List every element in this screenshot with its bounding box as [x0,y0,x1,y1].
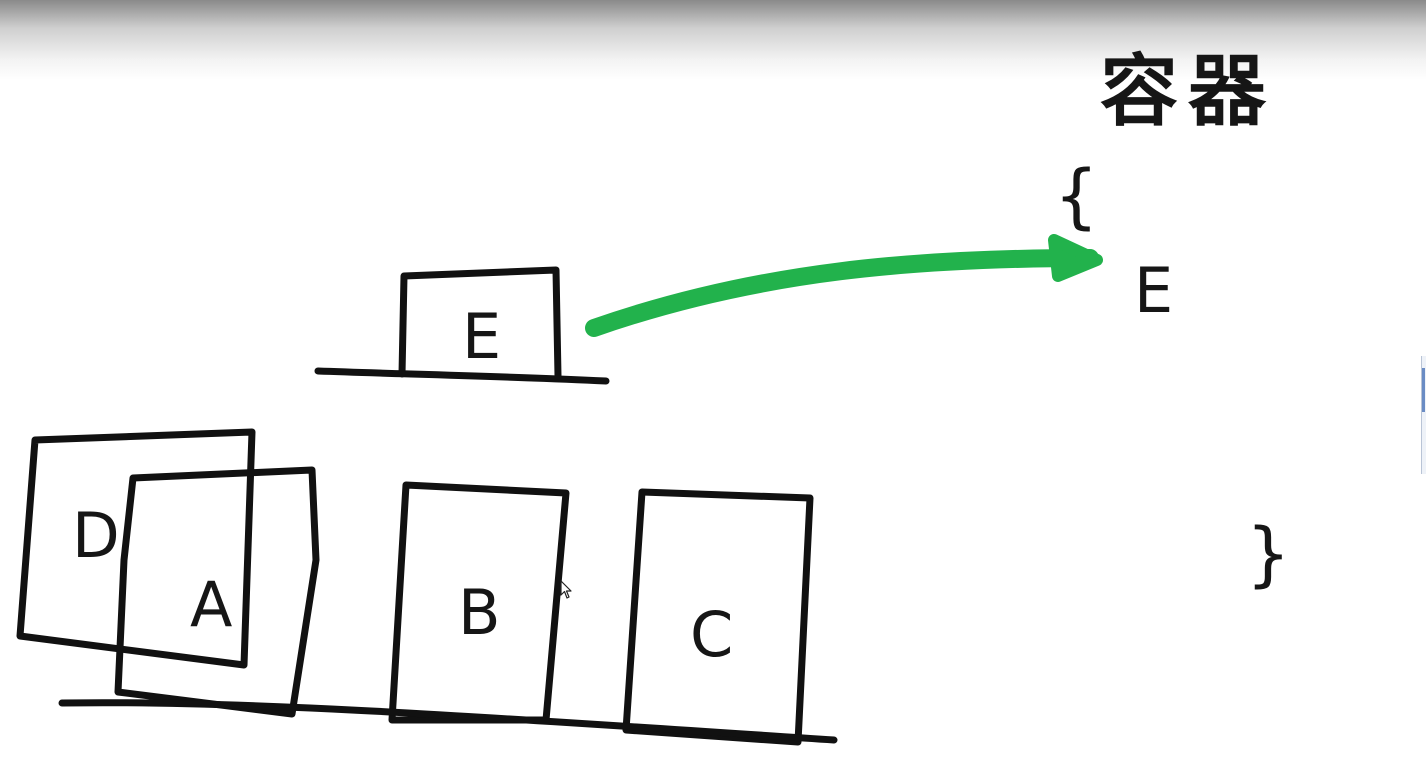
upper-ground-line [314,367,610,385]
lower-ground-line [58,699,838,744]
arrow-right-icon [585,234,1103,337]
box-e-label: E [462,300,501,373]
scrollbar-thumb[interactable] [1422,368,1425,412]
box-d-outline [16,428,256,669]
box-b-label: B [458,576,501,649]
scrollbar[interactable] [1421,356,1426,474]
top-shadow [0,0,1426,80]
box-a-label: A [190,568,232,641]
container-close-brace: } [1246,513,1291,595]
box-e-outline [398,266,562,380]
box-c-outline [622,488,814,746]
container-item-e: E [1134,254,1173,327]
container-title: 容器 [1100,47,1276,137]
box-d-label: D [72,499,120,572]
box-c-label: C [690,598,733,671]
mouse-pointer-icon [560,580,572,599]
box-a-outline [114,466,320,718]
container-open-brace: { [1054,155,1099,237]
